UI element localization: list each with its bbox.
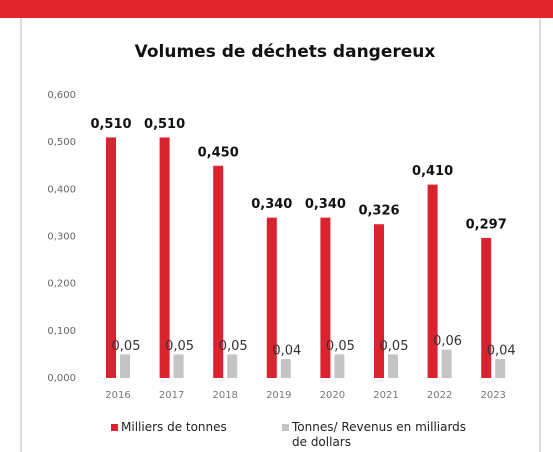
- data-label: 0,340: [251, 197, 292, 212]
- legend-label: Tonnes/ Revenus en milliards de dollars: [292, 420, 467, 449]
- legend-item: Milliers de tonnes: [111, 420, 227, 435]
- legend-swatch: [111, 424, 118, 431]
- data-label: 0,04: [487, 344, 516, 359]
- bar: [159, 137, 170, 378]
- top-banner: [0, 0, 553, 18]
- legend-label: Milliers de tonnes: [121, 420, 227, 434]
- data-label: 0,05: [112, 339, 141, 354]
- y-tick-label: 0,500: [47, 137, 76, 148]
- bar: [320, 217, 331, 378]
- bar: [334, 354, 345, 378]
- bar: [427, 184, 438, 378]
- bar: [173, 354, 184, 378]
- chart-title: Volumes de déchets dangereux: [135, 42, 436, 62]
- bar: [213, 165, 224, 378]
- data-label: 0,05: [219, 339, 248, 354]
- x-tick-label: 2021: [373, 390, 398, 401]
- y-tick-label: 0,300: [47, 232, 76, 243]
- x-tick-label: 2020: [320, 390, 345, 401]
- data-label: 0,06: [433, 334, 462, 349]
- bar: [374, 224, 384, 378]
- bar: [280, 359, 291, 378]
- y-tick-label: 0,600: [47, 90, 76, 101]
- x-tick-label: 2019: [266, 390, 291, 401]
- y-tick-label: 0,100: [47, 326, 76, 337]
- bar: [495, 359, 506, 378]
- bar: [106, 137, 116, 378]
- data-label: 0,340: [305, 197, 346, 212]
- x-tick-label: 2016: [105, 390, 130, 401]
- bar: [388, 354, 398, 378]
- data-label: 0,04: [272, 344, 301, 359]
- data-label: 0,05: [165, 339, 194, 354]
- data-label: 0,510: [90, 117, 131, 132]
- y-tick-label: 0,400: [47, 184, 76, 195]
- x-tick-label: 2022: [427, 390, 452, 401]
- data-label: 0,450: [198, 145, 239, 160]
- bar: [120, 354, 130, 378]
- data-label: 0,05: [380, 339, 409, 354]
- data-label: 0,410: [412, 164, 453, 179]
- bar: [481, 237, 492, 378]
- bar: [266, 217, 277, 378]
- bar: [227, 354, 238, 378]
- bar: [441, 349, 452, 378]
- x-tick-label: 2023: [480, 390, 505, 401]
- data-label: 0,510: [144, 117, 185, 132]
- legend-swatch: [282, 424, 289, 431]
- y-tick-label: 0,200: [47, 279, 76, 290]
- y-tick-label: 0,000: [47, 373, 76, 384]
- legend-item: Tonnes/ Revenus en milliards de dollars: [282, 420, 482, 450]
- data-label: 0,05: [326, 339, 355, 354]
- data-label: 0,297: [466, 217, 507, 232]
- x-tick-label: 2017: [159, 390, 184, 401]
- x-tick-label: 2018: [212, 390, 237, 401]
- data-label: 0,326: [358, 204, 399, 219]
